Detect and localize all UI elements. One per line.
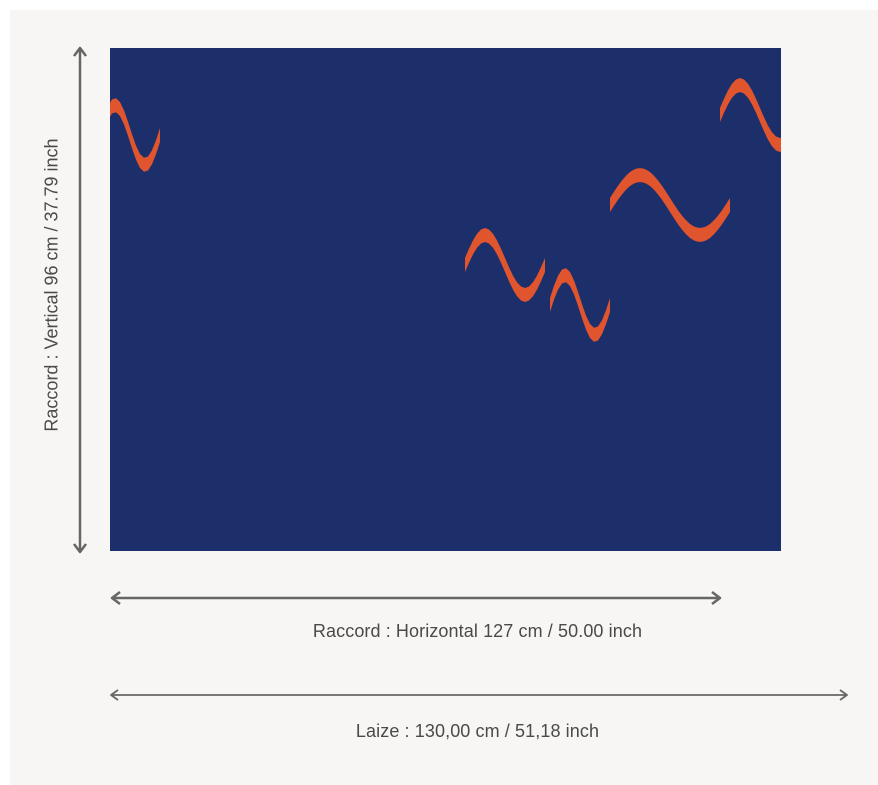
vertical-repeat-arrow — [73, 46, 87, 554]
fabric-pattern-image — [110, 48, 781, 551]
pattern-accent-stripe — [550, 268, 610, 342]
pattern-accent-stripe — [610, 168, 730, 242]
horizontal-repeat-label: Raccord : Horizontal 127 cm / 50.00 inch — [312, 621, 643, 641]
horizontal-repeat-arrow — [110, 591, 722, 605]
pattern-accent-stripe — [465, 228, 545, 302]
pattern-accent-stripe — [720, 78, 781, 152]
pattern-wave-band — [110, 48, 781, 551]
fabric-width-arrow — [110, 689, 848, 701]
pattern-accent-stripe — [110, 98, 160, 172]
vertical-repeat-label: Raccord : Vertical 96 cm / 37.79 inch — [41, 138, 62, 432]
fabric-width-label: Laize : 130,00 cm / 51,18 inch — [355, 721, 600, 741]
